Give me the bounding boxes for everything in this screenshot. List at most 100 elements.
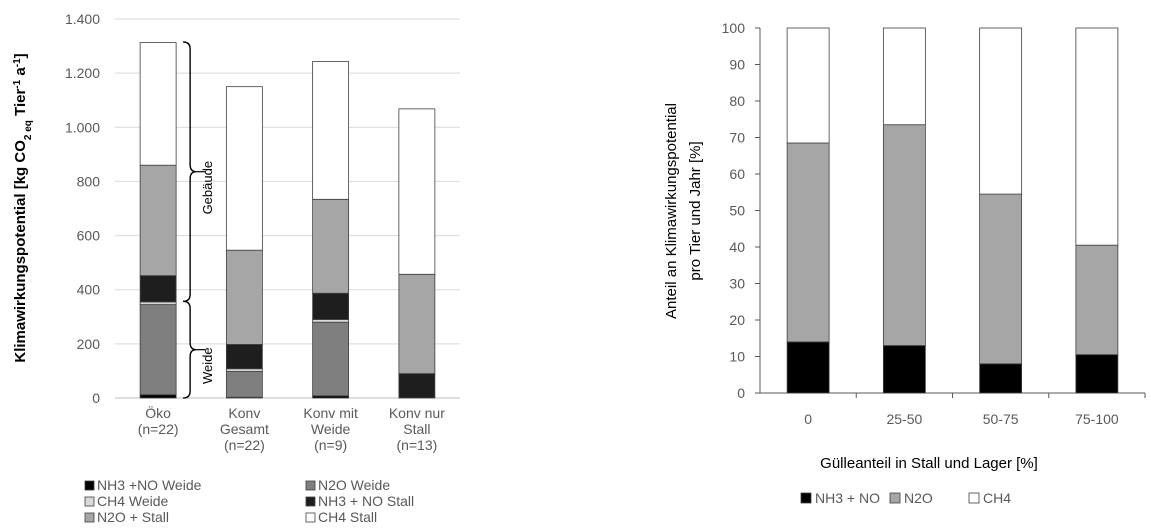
legend-label: N2O + Stall [97, 509, 169, 525]
chart-left: 0 200 400 600 800 1.000 1.200 1.400 Klimawirkung… [12, 11, 460, 525]
bar-segment [139, 394, 177, 399]
bar-segment [225, 343, 263, 370]
y-tick-label: 800 [77, 173, 101, 189]
bar-segment [1075, 244, 1119, 356]
y-tick-label: 80 [729, 93, 745, 109]
legend-swatch [305, 496, 316, 507]
y-tick-label: 50 [729, 203, 745, 219]
y-tick-label: 40 [729, 239, 745, 255]
legend-label: CH4 Weide [97, 493, 169, 509]
y-axis-label-part: Tier [12, 89, 29, 121]
bar-segment [979, 27, 1023, 195]
y-tick-label: 60 [729, 166, 745, 182]
bar-segment [882, 27, 926, 126]
bar-segment [312, 292, 350, 320]
bar-segment [979, 193, 1023, 365]
x-tick-label: 75-100 [1075, 411, 1119, 427]
bar-segment [225, 368, 263, 372]
y-axis-label-part: ] [12, 53, 29, 58]
y-axis-label: Anteil an Klimawirkungspotential [663, 103, 680, 319]
bar-segment [398, 373, 436, 399]
bar-segment [786, 142, 830, 343]
bar-segment [139, 275, 177, 303]
bar-segment [312, 61, 350, 200]
y-tick-label: 100 [722, 20, 746, 36]
bar-segment [786, 27, 830, 144]
y-tick-label: 20 [729, 312, 745, 328]
legend-swatch [800, 492, 812, 504]
y-axis-label: Klimawirkungspotential [kg CO2 eq Tier-1… [12, 53, 34, 362]
x-tick-label: Weide [311, 421, 351, 437]
bar-segment [139, 164, 177, 277]
legend-swatch [84, 496, 95, 507]
annotation-brace [183, 41, 197, 303]
legend-swatch [889, 492, 901, 504]
bar-segment [1075, 27, 1119, 246]
x-tick-label: Konv mit [303, 405, 358, 421]
y-tick-label: 70 [729, 130, 745, 146]
bar-segment [398, 108, 436, 275]
legend-swatch [305, 480, 316, 491]
bar-segment [225, 371, 263, 398]
bar-segment [225, 249, 263, 345]
bar-segment [139, 304, 177, 396]
x-tick-label: 0 [804, 411, 812, 427]
bar-segment [979, 363, 1023, 394]
y-tick-label: 400 [77, 282, 101, 298]
bar-segment [398, 273, 436, 375]
y-tick-label: 1.200 [65, 65, 100, 81]
bar-segment [225, 86, 263, 251]
bar-segment [312, 319, 350, 323]
legend-label: NH3 + NO Stall [318, 493, 414, 509]
legend-label: N2O Weide [318, 477, 390, 493]
y-tick-label: 200 [77, 336, 101, 352]
legend-swatch [968, 492, 980, 504]
y-axis-label-part: -1 [12, 58, 23, 67]
legend-label: N2O [904, 490, 933, 506]
annotation-label: Weide [200, 347, 215, 384]
x-tick-label: (n=13) [396, 437, 437, 453]
bar-segment [139, 301, 177, 306]
y-tick-label: 30 [729, 276, 745, 292]
y-tick-label: 0 [737, 385, 745, 401]
y-tick-label: 1.400 [65, 11, 100, 27]
x-tick-label: (n=22) [138, 421, 179, 437]
legend-label: CH4 Stall [318, 509, 377, 525]
legend-swatch [84, 512, 95, 523]
bar-segment [312, 321, 350, 397]
legend-swatch [84, 480, 95, 491]
x-axis-label: Gülleanteil in Stall und Lager [%] [820, 455, 1038, 472]
bar-segment [1075, 354, 1119, 394]
x-tick-label: Gesamt [220, 421, 269, 437]
x-tick-label: 25-50 [886, 411, 922, 427]
y-tick-label: 0 [92, 390, 100, 406]
y-axis-label-part: -1 [12, 79, 23, 88]
bar-segment [882, 124, 926, 346]
x-tick-label: 50-75 [983, 411, 1019, 427]
x-tick-label: Konv [228, 405, 260, 421]
x-tick-label: (n=9) [314, 437, 347, 453]
bar-segment [882, 345, 926, 394]
legend-label: CH4 [983, 490, 1011, 506]
y-tick-label: 1.000 [65, 119, 100, 135]
y-axis-label: pro Tier und Jahr [%] [687, 141, 704, 280]
legend-label: NH3 +NO Weide [97, 477, 202, 493]
x-tick-label: (n=22) [224, 437, 265, 453]
legend-swatch [305, 512, 316, 523]
y-tick-label: 600 [77, 228, 101, 244]
annotation-label: Gebäude [200, 161, 215, 215]
x-tick-label: Stall [403, 421, 430, 437]
y-tick-label: 10 [729, 349, 745, 365]
y-axis-label-part: 2 eq [23, 120, 34, 140]
x-tick-label: Öko [145, 404, 171, 421]
x-tick-label: Konv nur [389, 405, 445, 421]
y-axis-label-part: a [12, 67, 29, 80]
annotation-brace [183, 300, 197, 399]
bar-segment [139, 42, 177, 166]
chart-right: 0 10 20 30 40 50 60 70 80 90 100 Anteil an Klimawir… [663, 20, 1146, 506]
y-axis-label-part: Klimawirkungspotential [kg CO [12, 140, 29, 363]
bar-segment [786, 341, 830, 394]
legend-label: NH3 + NO [815, 490, 880, 506]
y-tick-label: 90 [729, 57, 745, 73]
